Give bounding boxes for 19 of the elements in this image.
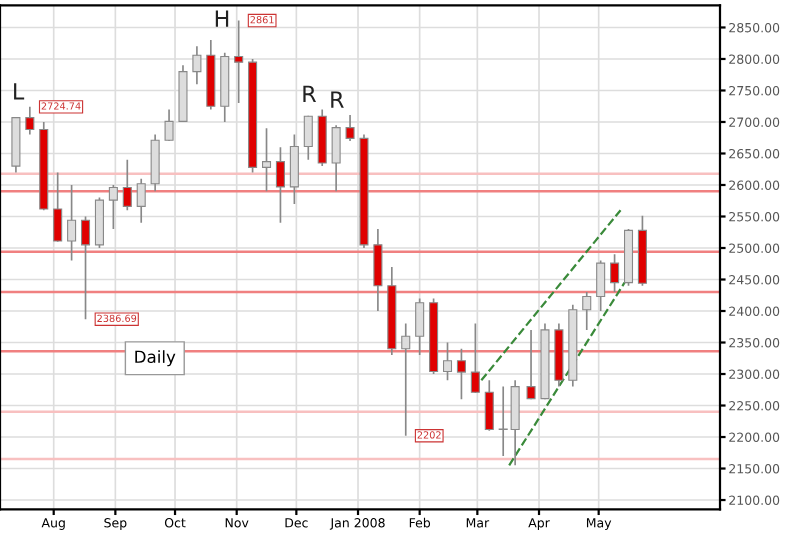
candlestick xyxy=(234,19,244,104)
annotation: R xyxy=(331,91,344,108)
candlestick xyxy=(80,215,91,321)
candlestick xyxy=(275,146,285,224)
candlestick xyxy=(526,329,536,401)
annotation: H xyxy=(215,10,229,27)
text: Daily xyxy=(135,350,176,367)
candlestick xyxy=(484,379,494,432)
candlestick xyxy=(53,171,63,243)
candlestick xyxy=(470,322,480,394)
candlestick xyxy=(373,228,383,312)
candlestick xyxy=(610,253,620,293)
candlestick xyxy=(456,347,466,401)
candlestick xyxy=(122,158,132,212)
candlestick xyxy=(317,108,327,167)
candlestick xyxy=(25,106,35,136)
annotation: L xyxy=(14,83,25,100)
candlestick xyxy=(345,114,355,142)
annotation: R xyxy=(303,85,317,102)
